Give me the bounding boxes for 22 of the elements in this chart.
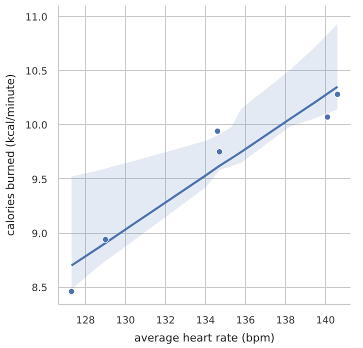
- y-tick-label: 10.5: [25, 66, 48, 78]
- y-tick-label: 10.0: [25, 120, 48, 132]
- x-tick-label: 130: [116, 316, 136, 326]
- x-tick-label: 132: [156, 316, 176, 326]
- y-tick-label: 8.5: [32, 283, 48, 294]
- y-tick-label: 9.5: [32, 174, 48, 186]
- point: [68, 288, 75, 295]
- x-tick-label: 138: [276, 316, 296, 326]
- y-axis-title: calories burned (kcal/minute): [4, 74, 18, 236]
- point: [334, 91, 341, 98]
- x-tick-label: 128: [76, 316, 96, 326]
- y-tick-label: 11.0: [25, 12, 48, 24]
- x-tick-label: 134: [196, 316, 216, 326]
- point: [216, 148, 223, 156]
- y-tick-label: 9.0: [32, 229, 48, 240]
- x-tick-label: 136: [236, 316, 256, 326]
- point: [324, 114, 331, 120]
- x-tick-label: 140: [316, 316, 336, 326]
- x-axis-title: average heart rate (bpm): [134, 332, 275, 344]
- point: [214, 128, 221, 134]
- point: [102, 236, 109, 243]
- line-series: [70, 86, 339, 267]
